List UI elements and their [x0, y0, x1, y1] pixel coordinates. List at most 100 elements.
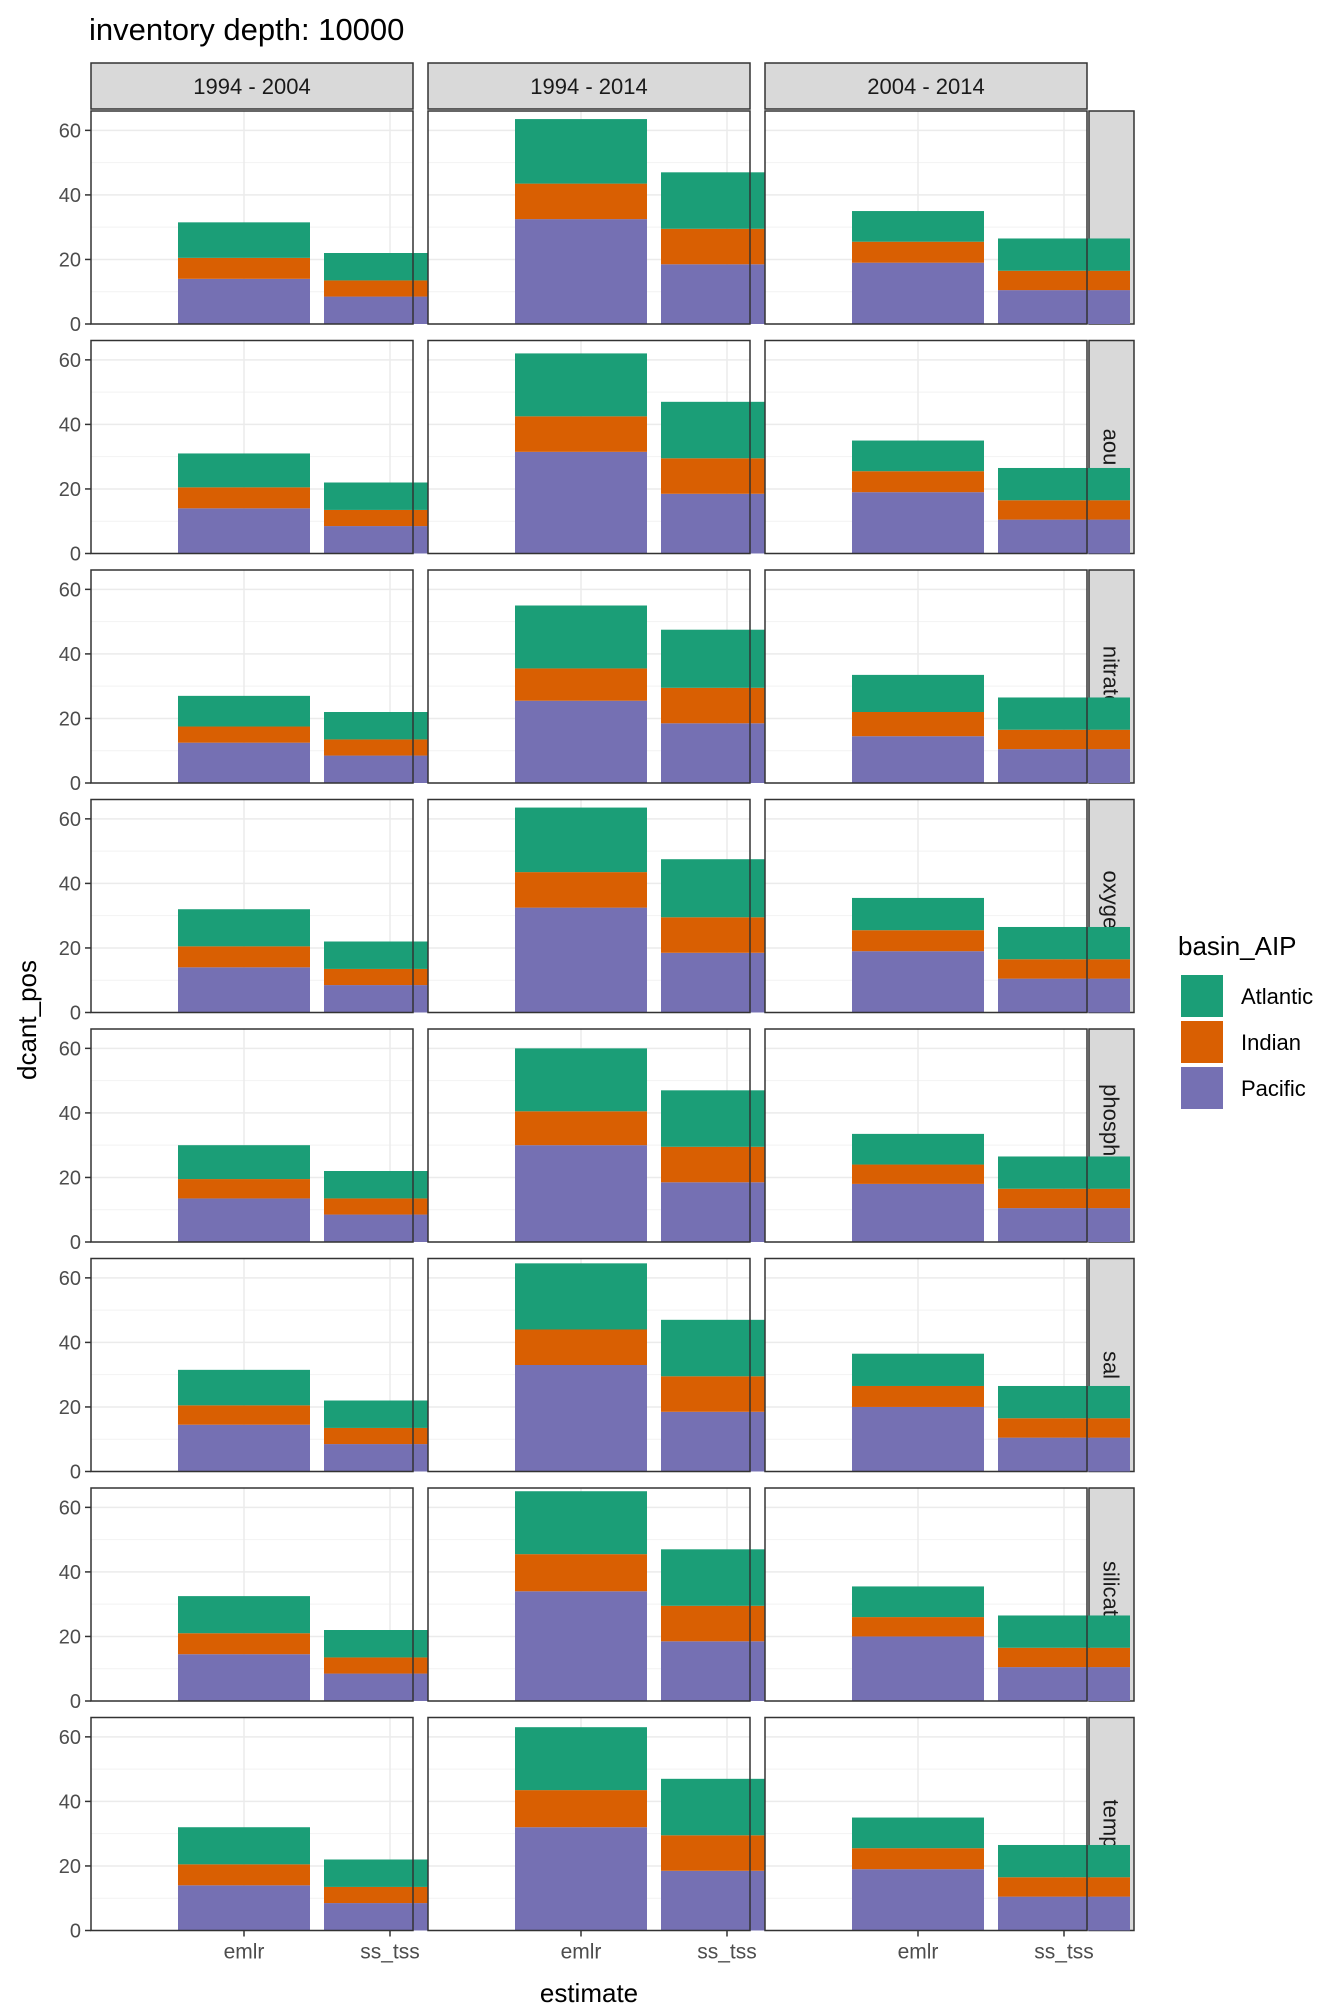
bar-ss_tss-pacific [998, 1667, 1130, 1701]
bar-emlr-atlantic [178, 222, 310, 258]
panel-border [90, 569, 414, 784]
bar-emlr-pacific [852, 492, 984, 554]
panel-r4-c0 [90, 1028, 456, 1243]
panel-r3-c2 [764, 798, 1130, 1014]
bar-ss_tss-indian [998, 1877, 1130, 1897]
bar-ss_tss-pacific [998, 749, 1130, 783]
y-axis-row-4: 0 20 40 60 [59, 1038, 91, 1254]
y-tick-label: 40 [59, 414, 81, 436]
bar-ss_tss-pacific [998, 519, 1130, 554]
y-tick-label: 20 [59, 708, 81, 730]
y-tick-label: 0 [70, 1921, 81, 1943]
bar-ss_tss-atlantic [998, 238, 1130, 271]
panel-r7-c0 [90, 1716, 456, 1932]
bar-emlr-indian [852, 471, 984, 493]
bar-emlr-pacific [852, 262, 984, 324]
bar-ss_tss-indian [324, 968, 456, 986]
panel-border [90, 798, 414, 1014]
bar-emlr-indian [852, 712, 984, 737]
bar-emlr-pacific [515, 1827, 647, 1931]
bar-emlr-pacific [178, 1654, 310, 1701]
facet-strip-label: temp [1099, 1800, 1124, 1849]
bar-ss_tss-pacific [998, 1437, 1130, 1472]
y-tick-label: 60 [59, 1268, 81, 1290]
panel-border [90, 1257, 414, 1473]
y-tick-label: 20 [59, 1626, 81, 1648]
bar-ss_tss-atlantic [998, 1615, 1130, 1648]
y-tick-label: 60 [59, 579, 81, 601]
bar-emlr-indian [515, 1790, 647, 1828]
y-axis-row-5: 0 20 40 60 [59, 1268, 91, 1484]
facet-strip-col-0: 1994 - 2004 [90, 62, 414, 110]
bar-ss_tss-indian [998, 729, 1130, 750]
bar-emlr-atlantic [178, 695, 310, 727]
bar-emlr-indian [852, 1385, 984, 1407]
bar-emlr-indian [515, 416, 647, 452]
legend-item-atlantic: Atlantic [1181, 975, 1313, 1017]
x-tick-label: ss_tss [697, 1941, 757, 1964]
facet-strip-label: 1994 - 2004 [193, 74, 310, 99]
panel-border [427, 110, 751, 325]
facet-strip-bg [427, 62, 751, 110]
panel-r5-c0 [90, 1257, 456, 1473]
bar-emlr-atlantic [178, 1827, 310, 1865]
bar-ss_tss-indian [324, 1198, 456, 1215]
bar-ss_tss-indian [324, 1657, 456, 1674]
y-tick-label: 40 [59, 1791, 81, 1813]
bar-emlr-atlantic [515, 1491, 647, 1555]
y-tick-label: 20 [59, 1167, 81, 1189]
panel-r1-c1 [427, 339, 793, 555]
bar-emlr-atlantic [852, 1586, 984, 1618]
panel-r7-c2 [764, 1716, 1130, 1932]
y-tick-label: 20 [59, 1397, 81, 1419]
bar-emlr-atlantic [515, 1263, 647, 1330]
bar-ss_tss-atlantic [998, 1844, 1130, 1878]
bar-ss_tss-indian [998, 270, 1130, 291]
bar-emlr-atlantic [852, 1817, 984, 1849]
panel-border [90, 339, 414, 555]
x-tick-label: emlr [561, 1941, 602, 1964]
y-tick-label: 60 [59, 1727, 81, 1749]
panel-r2-c1 [427, 569, 793, 784]
bar-emlr-indian [178, 1405, 310, 1425]
panel-border [427, 569, 751, 784]
bar-ss_tss-indian [998, 1418, 1130, 1438]
bar-emlr-atlantic [515, 1048, 647, 1112]
y-tick-label: 0 [70, 314, 81, 336]
panel-r6-c1 [427, 1487, 793, 1702]
panel-r0-c1 [427, 110, 793, 325]
bar-emlr-atlantic [178, 1369, 310, 1406]
legend-key [1181, 1021, 1223, 1063]
panel-r7-c1 [427, 1716, 793, 1932]
y-tick-label: 40 [59, 1332, 81, 1354]
y-tick-label: 20 [59, 938, 81, 960]
y-tick-label: 60 [59, 809, 81, 831]
bar-emlr-indian [178, 487, 310, 509]
bar-emlr-pacific [515, 907, 647, 1013]
chart-panels [90, 110, 1130, 1932]
bar-emlr-pacific [178, 742, 310, 783]
panel-border [90, 110, 414, 325]
chart-title: inventory depth: 10000 [89, 12, 404, 47]
bar-emlr-indian [515, 1111, 647, 1146]
x-axis-title: estimate [540, 1978, 638, 2008]
bar-emlr-atlantic [515, 119, 647, 184]
y-tick-label: 40 [59, 185, 81, 207]
panel-border [427, 1487, 751, 1702]
panel-r0-c0 [90, 110, 456, 325]
panel-r3-c1 [427, 798, 793, 1014]
y-tick-label: 40 [59, 873, 81, 895]
panel-r3-c0 [90, 798, 456, 1014]
bar-ss_tss-atlantic [998, 926, 1130, 960]
x-tick-label: emlr [224, 1941, 265, 1964]
panel-border [427, 1257, 751, 1473]
y-tick-label: 0 [70, 773, 81, 795]
bar-ss_tss-indian [998, 959, 1130, 979]
bar-emlr-indian [852, 1164, 984, 1184]
panel-border [764, 798, 1088, 1014]
bar-emlr-pacific [515, 700, 647, 783]
panel-border [427, 798, 751, 1014]
bar-emlr-atlantic [178, 453, 310, 488]
bar-emlr-indian [178, 1864, 310, 1886]
y-tick-label: 0 [70, 1232, 81, 1254]
